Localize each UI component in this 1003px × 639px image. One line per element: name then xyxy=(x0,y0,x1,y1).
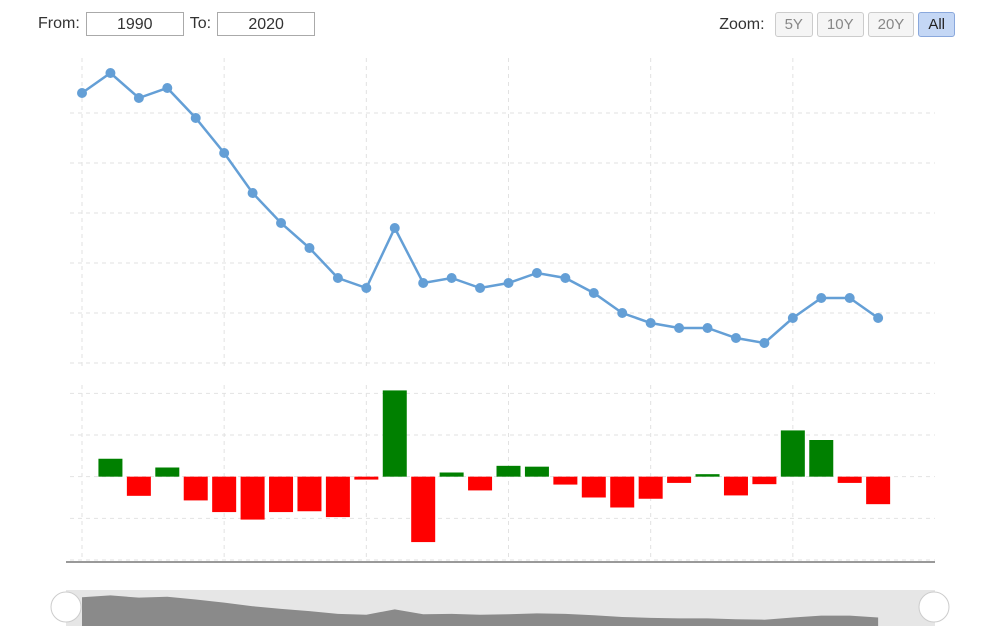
navigator xyxy=(50,590,950,626)
zoom-20y-button[interactable]: 20Y xyxy=(867,12,915,37)
change-bars xyxy=(98,390,891,543)
rate-point xyxy=(77,88,87,98)
rate-point xyxy=(674,323,685,333)
rate-point xyxy=(190,113,201,123)
change-bar xyxy=(837,476,862,483)
change-bar xyxy=(269,476,294,513)
rate-point xyxy=(645,318,656,328)
rate-point xyxy=(560,273,571,283)
change-bar xyxy=(98,458,123,477)
change-bar xyxy=(667,476,692,483)
zoom-controls: Zoom: 5Y 10Y 20Y All xyxy=(719,12,955,37)
zoom-label: Zoom: xyxy=(719,15,765,33)
rate-point xyxy=(361,283,372,293)
change-bar xyxy=(695,474,720,477)
change-bar xyxy=(496,465,521,477)
rate-point xyxy=(787,313,798,323)
rate-point xyxy=(162,83,173,93)
rate-point xyxy=(503,278,514,288)
change-bar xyxy=(723,476,748,496)
rate-point xyxy=(531,268,542,278)
rate-point xyxy=(617,308,628,318)
navigator-series-area xyxy=(82,595,879,626)
zoom-all-button[interactable]: All xyxy=(918,12,955,37)
rate-point xyxy=(332,273,343,283)
change-bar xyxy=(297,476,322,512)
date-range: From: 1990 To: 2020 xyxy=(38,12,321,36)
change-bar xyxy=(240,476,265,520)
rate-point xyxy=(873,313,884,323)
change-bar xyxy=(183,476,208,501)
rate-point xyxy=(475,283,486,293)
rate-point xyxy=(702,323,713,333)
rate-point xyxy=(844,293,855,303)
change-bar xyxy=(752,476,777,485)
change-bar xyxy=(809,440,834,477)
rate-point xyxy=(816,293,827,303)
change-bar xyxy=(524,466,549,477)
change-bar xyxy=(553,476,578,485)
rate-point xyxy=(418,278,429,288)
rate-point xyxy=(389,223,400,233)
rate-point xyxy=(304,243,315,253)
change-bar xyxy=(468,476,493,491)
from-label: From: xyxy=(38,15,80,32)
rate-point xyxy=(588,288,599,298)
change-bar xyxy=(610,476,635,508)
navigator-left-handle[interactable] xyxy=(50,591,82,623)
line-panel-grid xyxy=(70,58,935,368)
change-bar xyxy=(638,476,663,499)
change-bar xyxy=(780,430,805,477)
zoom-10y-button[interactable]: 10Y xyxy=(816,12,864,37)
rate-point xyxy=(247,188,258,198)
change-bar xyxy=(325,476,350,518)
rate-line-series xyxy=(77,68,884,348)
change-bar xyxy=(382,390,407,477)
change-bar xyxy=(354,476,379,480)
rate-point xyxy=(276,218,287,228)
rate-point xyxy=(730,333,741,343)
change-bar xyxy=(155,467,180,477)
change-bar xyxy=(411,476,436,543)
change-bar xyxy=(866,476,891,505)
rate-point xyxy=(105,68,116,78)
to-label: To: xyxy=(189,15,212,32)
change-bar xyxy=(126,476,151,496)
to-input[interactable]: 2020 xyxy=(217,12,316,36)
change-bar xyxy=(439,472,464,477)
from-input[interactable]: 1990 xyxy=(85,12,184,36)
rate-point xyxy=(759,338,770,348)
navigator-right-handle[interactable] xyxy=(918,591,950,623)
change-bar xyxy=(581,476,606,498)
rate-point xyxy=(446,273,457,283)
rate-point xyxy=(133,93,144,103)
rate-point xyxy=(219,148,230,158)
zoom-5y-button[interactable]: 5Y xyxy=(774,12,813,37)
change-bar xyxy=(212,476,237,513)
